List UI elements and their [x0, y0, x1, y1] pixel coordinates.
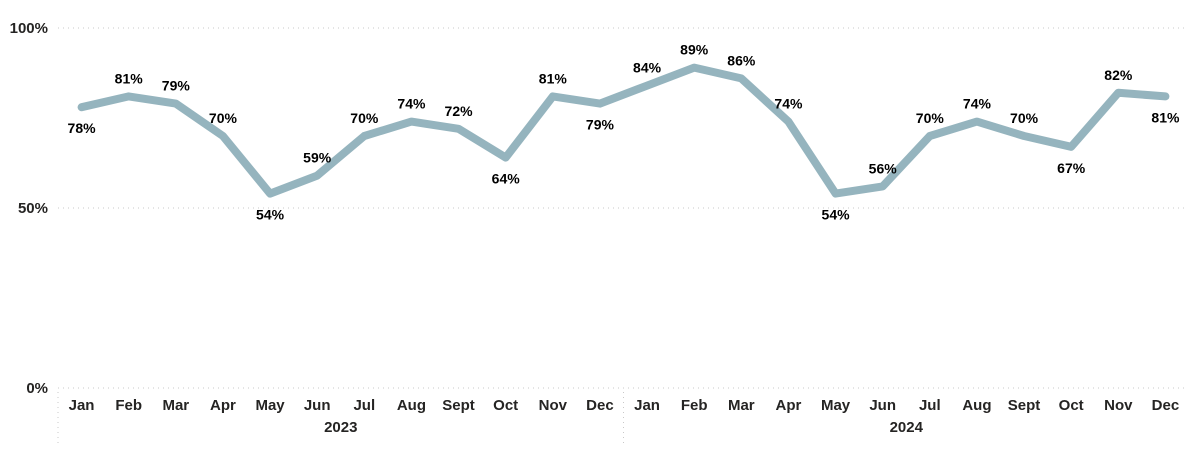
- data-label: 56%: [869, 160, 898, 176]
- x-tick-label: Mar: [162, 397, 189, 414]
- y-tick-label: 100%: [10, 20, 48, 37]
- x-tick-label: Jun: [869, 397, 896, 414]
- x-tick-label: Apr: [210, 397, 236, 414]
- data-label: 70%: [1010, 110, 1039, 126]
- data-label: 74%: [397, 96, 426, 112]
- year-label: 2023: [324, 419, 357, 436]
- x-tick-label: Jul: [919, 397, 941, 414]
- series-line-path: [77, 63, 1170, 198]
- data-label: 59%: [303, 150, 332, 166]
- data-label: 54%: [822, 207, 851, 223]
- series-line: [77, 63, 1170, 198]
- data-label: 70%: [916, 110, 945, 126]
- x-tick-label: Feb: [681, 397, 708, 414]
- x-tick-label: Dec: [586, 397, 614, 414]
- y-axis: 0% 50% 100%: [10, 20, 48, 397]
- x-tick-label: Oct: [493, 397, 518, 414]
- data-label: 81%: [1151, 109, 1180, 125]
- x-tick-label: Jun: [304, 397, 331, 414]
- gridlines: [58, 27, 1186, 389]
- data-label: 74%: [774, 96, 803, 112]
- y-tick-label: 50%: [18, 200, 48, 217]
- x-tick-label: Sept: [442, 397, 475, 414]
- x-tick-label: May: [821, 397, 851, 414]
- x-tick-label: Oct: [1059, 397, 1084, 414]
- data-label: 86%: [727, 52, 756, 68]
- data-label: 79%: [586, 117, 615, 133]
- data-label: 67%: [1057, 160, 1086, 176]
- year-label: 2024: [890, 419, 924, 436]
- x-tick-label: Nov: [539, 397, 568, 414]
- data-label: 81%: [539, 70, 568, 86]
- x-tick-label: Aug: [397, 397, 426, 414]
- x-tick-label: Apr: [776, 397, 802, 414]
- x-tick-label: Aug: [962, 397, 991, 414]
- y-tick-label: 0%: [26, 380, 48, 397]
- x-tick-label: Jul: [353, 397, 375, 414]
- x-tick-label: Jan: [634, 397, 660, 414]
- data-label: 70%: [350, 110, 379, 126]
- x-axis: Jan Feb Mar Apr May Jun Jul Aug Sept Oct Nov Dec Jan…: [57, 392, 1180, 444]
- data-label: 89%: [680, 42, 709, 58]
- data-label: 78%: [68, 120, 97, 136]
- x-tick-label: Dec: [1152, 397, 1180, 414]
- data-label: 74%: [963, 96, 992, 112]
- x-tick-label: Jan: [69, 397, 95, 414]
- x-tick-label: Sept: [1008, 397, 1041, 414]
- data-label: 72%: [445, 103, 474, 119]
- data-label: 82%: [1104, 67, 1133, 83]
- data-label: 54%: [256, 207, 285, 223]
- x-tick-label: Mar: [728, 397, 755, 414]
- data-label: 64%: [492, 171, 521, 187]
- data-label: 70%: [209, 110, 238, 126]
- data-label: 79%: [162, 78, 191, 94]
- data-label: 81%: [115, 70, 144, 86]
- x-tick-label: Feb: [115, 397, 142, 414]
- x-tick-label: Nov: [1104, 397, 1133, 414]
- data-label: 84%: [633, 60, 662, 76]
- data-labels: 78% 81% 79% 70% 54% 59% 70% 74% 72% 64% 81% 79% 84% 8…: [68, 42, 1180, 223]
- x-tick-label: May: [255, 397, 285, 414]
